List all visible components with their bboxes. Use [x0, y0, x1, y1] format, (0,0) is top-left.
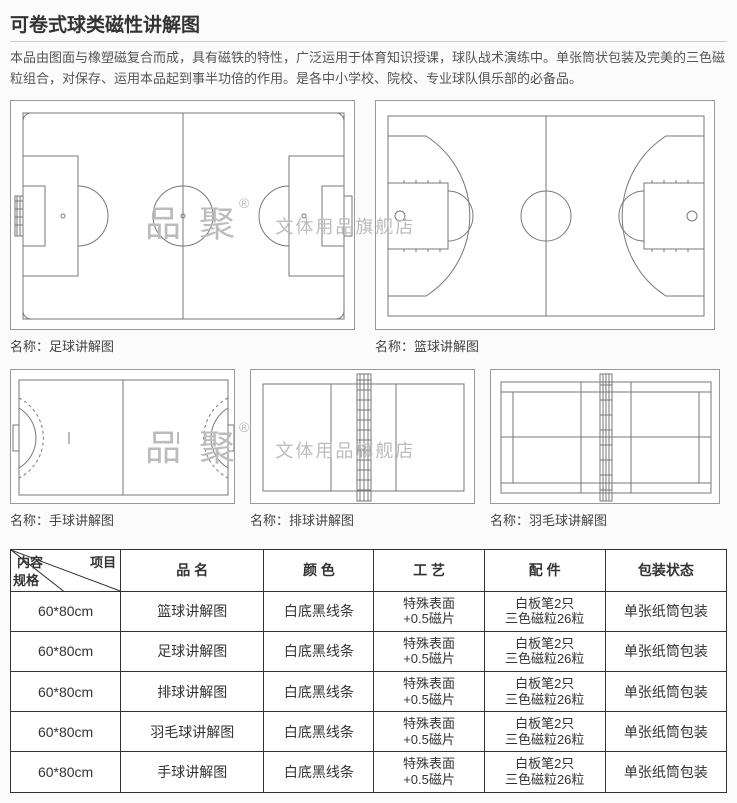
volleyball-caption: 名称：排球讲解图 — [250, 510, 475, 529]
craft-cell: 特殊表面+0.5磁片 — [374, 631, 484, 671]
spec-cell: 60*80cm — [11, 712, 121, 752]
col-header: 配 件 — [484, 549, 605, 591]
soccer-caption: 名称：足球讲解图 — [10, 336, 355, 355]
col-header: 品 名 — [121, 549, 264, 591]
diag-label-bl: 规格 — [13, 570, 39, 589]
volleyball-diagram — [250, 369, 475, 504]
product-description: 本品由图面与橡塑磁复合而成，具有磁铁的特性，广泛运用于体育知识授课，球队战术演练… — [10, 48, 727, 90]
spec-cell: 60*80cm — [11, 752, 121, 792]
bottom-diagram-row: 名称：手球讲解图 名称：排球讲解图 — [10, 369, 727, 543]
basketball-caption: 名称：篮球讲解图 — [375, 336, 715, 355]
col-header: 包装状态 — [605, 549, 726, 591]
handball-caption: 名称：手球讲解图 — [10, 510, 235, 529]
craft-cell: 特殊表面+0.5磁片 — [374, 591, 484, 631]
acc-cell: 白板笔2只三色磁粒26粒 — [484, 671, 605, 711]
name-cell: 篮球讲解图 — [121, 591, 264, 631]
badminton-caption: 名称：羽毛球讲解图 — [490, 510, 720, 529]
spec-cell: 60*80cm — [11, 591, 121, 631]
name-cell: 排球讲解图 — [121, 671, 264, 711]
name-cell: 羽毛球讲解图 — [121, 712, 264, 752]
craft-cell: 特殊表面+0.5磁片 — [374, 671, 484, 711]
table-row: 60*80cm手球讲解图白底黑线条特殊表面+0.5磁片白板笔2只三色磁粒26粒单… — [11, 752, 727, 792]
col-header: 工 艺 — [374, 549, 484, 591]
table-row: 60*80cm篮球讲解图白底黑线条特殊表面+0.5磁片白板笔2只三色磁粒26粒单… — [11, 591, 727, 631]
table-header-row: 内容 项目 规格 品 名 颜 色 工 艺 配 件 包装状态 — [11, 549, 727, 591]
diag-header-cell: 内容 项目 规格 — [11, 549, 121, 591]
table-row: 60*80cm排球讲解图白底黑线条特殊表面+0.5磁片白板笔2只三色磁粒26粒单… — [11, 671, 727, 711]
badminton-diagram — [490, 369, 720, 504]
spec-cell: 60*80cm — [11, 631, 121, 671]
table-row: 60*80cm羽毛球讲解图白底黑线条特殊表面+0.5磁片白板笔2只三色磁粒26粒… — [11, 712, 727, 752]
acc-cell: 白板笔2只三色磁粒26粒 — [484, 631, 605, 671]
spec-table: 内容 项目 规格 品 名 颜 色 工 艺 配 件 包装状态 60*80cm篮球讲… — [10, 549, 727, 793]
pack-cell: 单张纸筒包装 — [605, 671, 726, 711]
diag-label-tr: 项目 — [90, 552, 116, 571]
spec-cell: 60*80cm — [11, 671, 121, 711]
pack-cell: 单张纸筒包装 — [605, 712, 726, 752]
acc-cell: 白板笔2只三色磁粒26粒 — [484, 591, 605, 631]
handball-diagram — [10, 369, 235, 504]
basketball-diagram — [375, 100, 715, 330]
diag-label-tl: 内容 — [17, 552, 43, 571]
page-title: 可卷式球类磁性讲解图 — [10, 10, 727, 42]
soccer-diagram — [10, 100, 355, 330]
col-header: 颜 色 — [264, 549, 374, 591]
color-cell: 白底黑线条 — [264, 752, 374, 792]
acc-cell: 白板笔2只三色磁粒26粒 — [484, 712, 605, 752]
top-diagram-row: 名称：足球讲解图 — [10, 100, 727, 369]
craft-cell: 特殊表面+0.5磁片 — [374, 712, 484, 752]
craft-cell: 特殊表面+0.5磁片 — [374, 752, 484, 792]
table-row: 60*80cm足球讲解图白底黑线条特殊表面+0.5磁片白板笔2只三色磁粒26粒单… — [11, 631, 727, 671]
name-cell: 手球讲解图 — [121, 752, 264, 792]
pack-cell: 单张纸筒包装 — [605, 631, 726, 671]
color-cell: 白底黑线条 — [264, 671, 374, 711]
color-cell: 白底黑线条 — [264, 591, 374, 631]
color-cell: 白底黑线条 — [264, 631, 374, 671]
pack-cell: 单张纸筒包装 — [605, 752, 726, 792]
color-cell: 白底黑线条 — [264, 712, 374, 752]
pack-cell: 单张纸筒包装 — [605, 591, 726, 631]
acc-cell: 白板笔2只三色磁粒26粒 — [484, 752, 605, 792]
name-cell: 足球讲解图 — [121, 631, 264, 671]
